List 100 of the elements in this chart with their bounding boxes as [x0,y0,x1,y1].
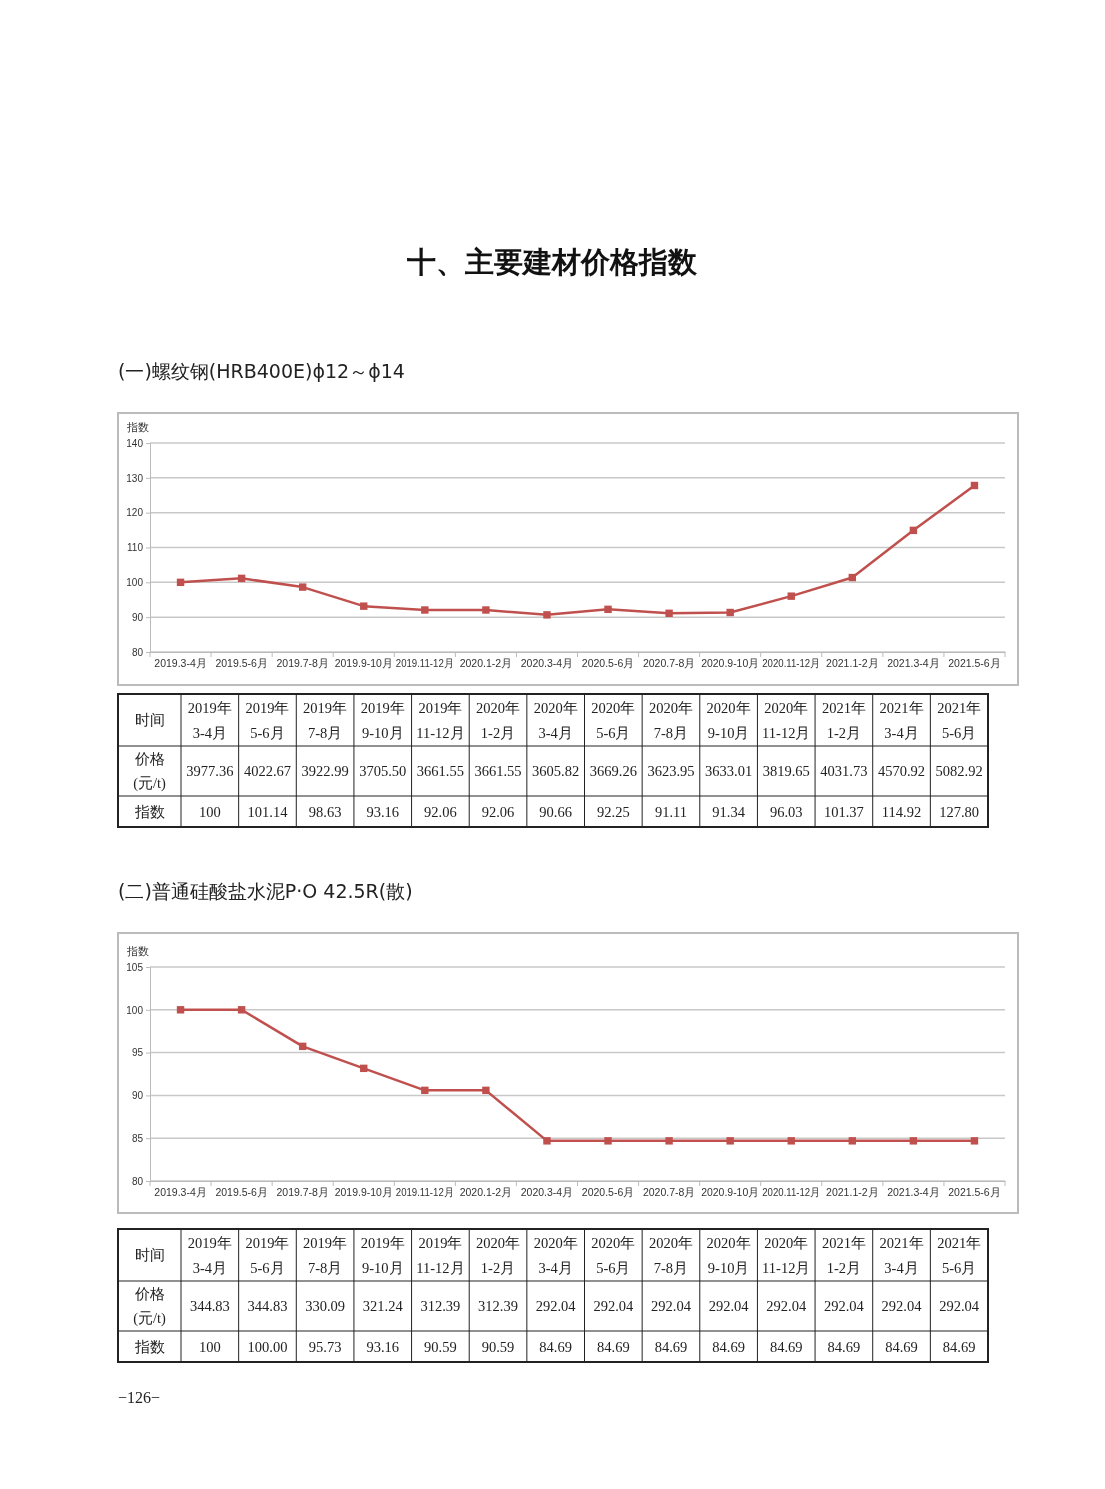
point [909,1137,918,1145]
data-label: 92.06 [481,803,515,820]
y-tick-label: 140 [126,437,144,449]
text: −126− [118,1389,161,1406]
data-label: 92.25 [597,803,630,820]
point [176,1006,185,1014]
y-tick-label: 100 [126,1004,144,1016]
y-tick-label: 90 [131,1090,144,1102]
x-tick-label: 2020.9-10月 [701,657,760,670]
category-label: 2019年 11-12月 [416,1234,465,1276]
data-label: 4570.92 [877,763,926,779]
data-label: 84.69 [942,1338,976,1355]
data-label: 84.69 [597,1338,630,1355]
point [848,1137,857,1145]
point [298,583,307,591]
y-axis-title: 指数 [126,421,149,434]
data-label: 84.69 [539,1338,572,1355]
data-label: 90.66 [539,803,572,820]
category-label: 2019年 3-4月 [187,699,232,741]
data-label: 344.83 [247,1298,288,1314]
x-tick-label: 2021.5-6月 [948,1186,1001,1199]
data-label: 84.69 [827,1338,861,1355]
x-tick-label: 2020.7-8月 [642,1186,696,1199]
data-label: 101.37 [823,803,864,820]
category-label: 2020年 3-4月 [533,699,578,741]
text: 指数 [133,803,165,820]
data-label: 114.92 [881,803,922,820]
x-tick-label: 2021.1-2月 [826,657,879,670]
y-tick-label: 105 [126,961,144,973]
data-label: 5082.92 [935,763,983,779]
x-tick-label: 2019.9-10月 [334,657,394,670]
x-tick-label: 2020.9-10月 [701,1186,760,1199]
data-label: 100 [198,803,221,820]
data-label: 84.69 [885,1338,918,1355]
y-tick-label: 80 [131,1175,144,1187]
data-label: 3669.26 [589,763,637,779]
point [665,609,673,618]
y-tick-label: 130 [126,472,144,484]
x-tick-label: 2020.11-12月 [762,657,826,670]
point [787,592,795,600]
category-label: 2021年 5-6月 [937,699,982,741]
point [726,608,734,617]
data-label: 292.04 [535,1298,577,1314]
data-label: 93.16 [366,803,400,820]
data-label: 100 [198,1338,221,1355]
category-label: 2020年 9-10月 [706,699,751,741]
data-label: 91.34 [712,803,746,820]
data-label: 312.39 [420,1298,461,1314]
category-label: 2019年 9-10月 [360,699,405,741]
category-label: 2020年 1-2月 [476,1234,521,1276]
text: 价格 (元/t) [133,751,167,792]
x-tick-label: 2021.5-6月 [948,657,1001,670]
data-label: 101.14 [247,803,289,820]
text: 时间 [134,712,165,728]
x-tick-label: 2020.5-6月 [581,1186,635,1199]
text: 时间 [134,1247,165,1263]
category-label: 2020年 7-8月 [648,1234,693,1276]
category-label: 2020年 5-6月 [591,699,636,741]
category-label: 2019年 5-6月 [245,1234,290,1276]
y-tick-label: 85 [131,1132,144,1144]
data-label: 3705.50 [359,763,407,779]
data-label: 96.03 [769,803,803,820]
y-tick-label: 100 [126,577,144,589]
category-label: 2021年 1-2月 [821,699,866,741]
category-label: 2021年 1-2月 [821,1234,866,1276]
data-label: 90.59 [424,1338,457,1355]
category-label: 2020年 9-10月 [706,1234,751,1276]
x-tick-label: 2021.3-4月 [887,657,940,670]
data-label: 292.04 [881,1298,923,1314]
x-tick-label: 2019.7-8月 [276,657,329,670]
point [604,1137,612,1145]
x-tick-label: 2020.1-2月 [459,657,513,670]
data-label: 90.59 [481,1338,515,1355]
category-label: 2021年 3-4月 [879,1234,924,1276]
y-tick-label: 120 [126,507,144,519]
point [482,606,490,614]
text: 指数 [133,1338,165,1355]
data-label: 4022.67 [243,763,292,779]
x-tick-label: 2021.1-2月 [826,1186,879,1199]
x-tick-label: 2020.3-4月 [520,657,574,670]
x-tick-label: 2019.3-4月 [154,657,207,670]
data-label: 3633.01 [705,763,753,779]
x-tick-label: 2019.11-12月 [395,1186,460,1199]
point [421,1086,429,1095]
data-label: 292.04 [651,1298,692,1314]
category-label: 2019年 11-12月 [416,699,465,741]
category-label: 2020年 11-12月 [762,1234,811,1276]
category-label: 2020年 7-8月 [648,699,693,741]
data-label: 292.04 [593,1298,635,1314]
point [787,1137,795,1145]
y-tick-label: 95 [131,1047,144,1059]
x-tick-label: 2020.11-12月 [762,1186,826,1199]
data-label: 3661.55 [416,763,464,779]
x-tick-label: 2020.3-4月 [520,1186,574,1199]
data-label: 321.24 [362,1298,404,1314]
data-label: 292.04 [939,1298,980,1314]
data-label: 292.04 [823,1298,865,1314]
category-label: 2020年 1-2月 [476,699,521,741]
y-tick-label: 110 [127,542,144,554]
y-tick-label: 90 [131,611,144,623]
